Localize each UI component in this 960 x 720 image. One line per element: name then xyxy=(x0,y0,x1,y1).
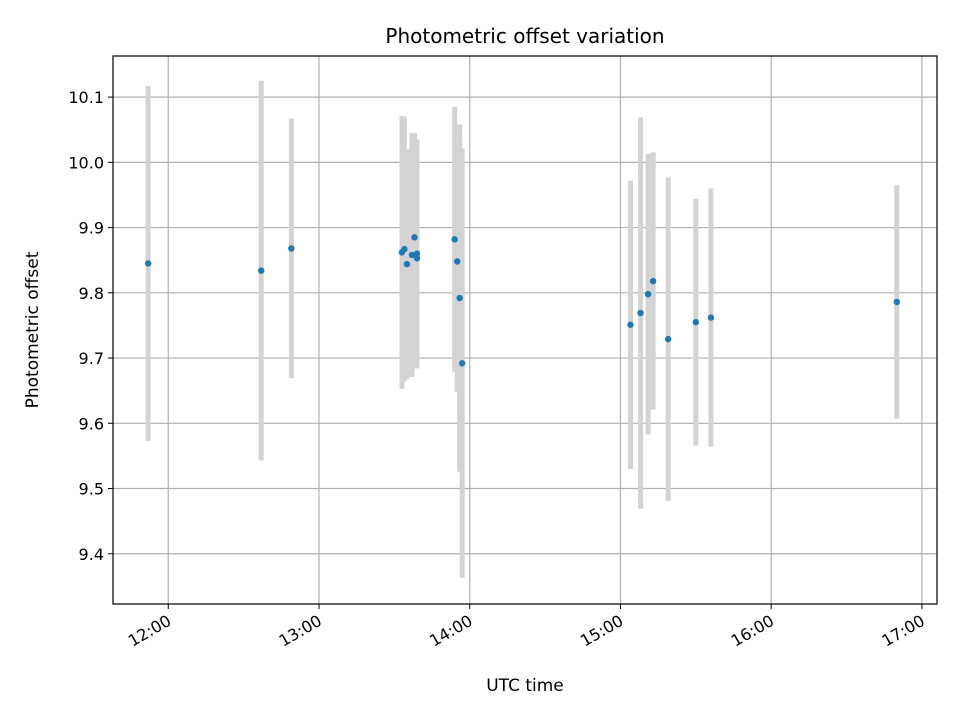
data-point xyxy=(627,321,634,328)
data-point xyxy=(692,318,700,326)
y-tick-label: 9.8 xyxy=(79,284,104,303)
data-point xyxy=(451,236,458,243)
y-tick-label: 10.0 xyxy=(68,153,104,172)
plot-frame xyxy=(112,55,938,605)
data-point xyxy=(144,260,152,267)
y-axis: 9.4 9.5 9.6 9.7 9.8 9.9 10.0 10.1 xyxy=(68,88,113,564)
data-point xyxy=(893,298,901,306)
y-tick-label: 9.6 xyxy=(79,414,104,433)
y-tick-label: 10.1 xyxy=(68,88,104,107)
data-point xyxy=(258,267,265,274)
grid xyxy=(113,56,937,604)
data-point xyxy=(411,234,418,241)
data-point xyxy=(453,258,461,265)
data-points xyxy=(144,234,901,367)
y-tick-label: 9.4 xyxy=(79,545,104,564)
y-axis-title: Photometric offset xyxy=(23,251,43,408)
data-point xyxy=(649,277,657,285)
data-point xyxy=(413,255,421,262)
y-tick-label: 9.9 xyxy=(79,219,104,238)
data-point xyxy=(458,360,466,367)
data-point xyxy=(408,251,416,259)
y-tick-label: 9.5 xyxy=(79,480,104,499)
data-point xyxy=(644,290,652,298)
data-point xyxy=(707,314,715,321)
data-point xyxy=(401,245,408,253)
x-axis-title: UTC time xyxy=(486,676,564,696)
data-point xyxy=(403,260,411,268)
data-point xyxy=(637,309,644,317)
data-point xyxy=(288,245,295,252)
data-point xyxy=(413,250,421,257)
chart-title: Photometric offset variation xyxy=(385,24,664,48)
y-tick-label: 9.7 xyxy=(79,349,104,368)
data-point xyxy=(664,335,672,343)
data-point xyxy=(456,294,463,302)
